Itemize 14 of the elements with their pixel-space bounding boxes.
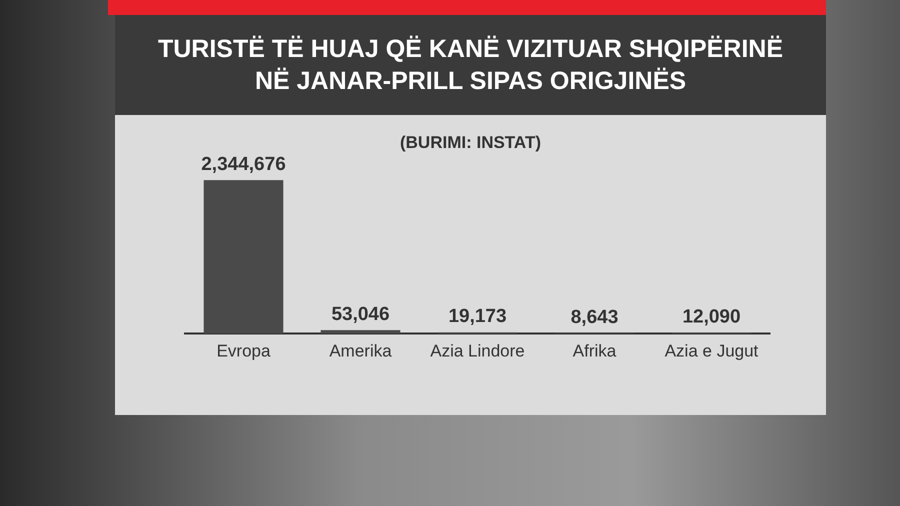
chart-title: TURISTË TË HUAJ QË KANË VIZITUAR SHQIPËRINË NË JANAR-PRILL SIPAS ORIGJINËS bbox=[115, 15, 826, 115]
text: (BURIMI: INSTAT) bbox=[398, 133, 542, 153]
data-label: 53,046 bbox=[331, 304, 390, 325]
bar bbox=[320, 330, 400, 334]
data-label: 2,344,676 bbox=[201, 154, 286, 175]
data-label: 8,643 bbox=[570, 306, 618, 328]
x-tick-label: Afrika bbox=[572, 341, 617, 360]
x-tick-label: Azia e Jugut bbox=[664, 341, 759, 360]
x-tick-label: Amerika bbox=[329, 341, 392, 360]
x-tick-label: Evropa bbox=[216, 341, 271, 360]
data-label: 12,090 bbox=[682, 306, 741, 328]
x-tick-label: Azia Lindore bbox=[430, 341, 525, 360]
data-label: 19,173 bbox=[448, 306, 507, 328]
bar bbox=[204, 180, 284, 334]
